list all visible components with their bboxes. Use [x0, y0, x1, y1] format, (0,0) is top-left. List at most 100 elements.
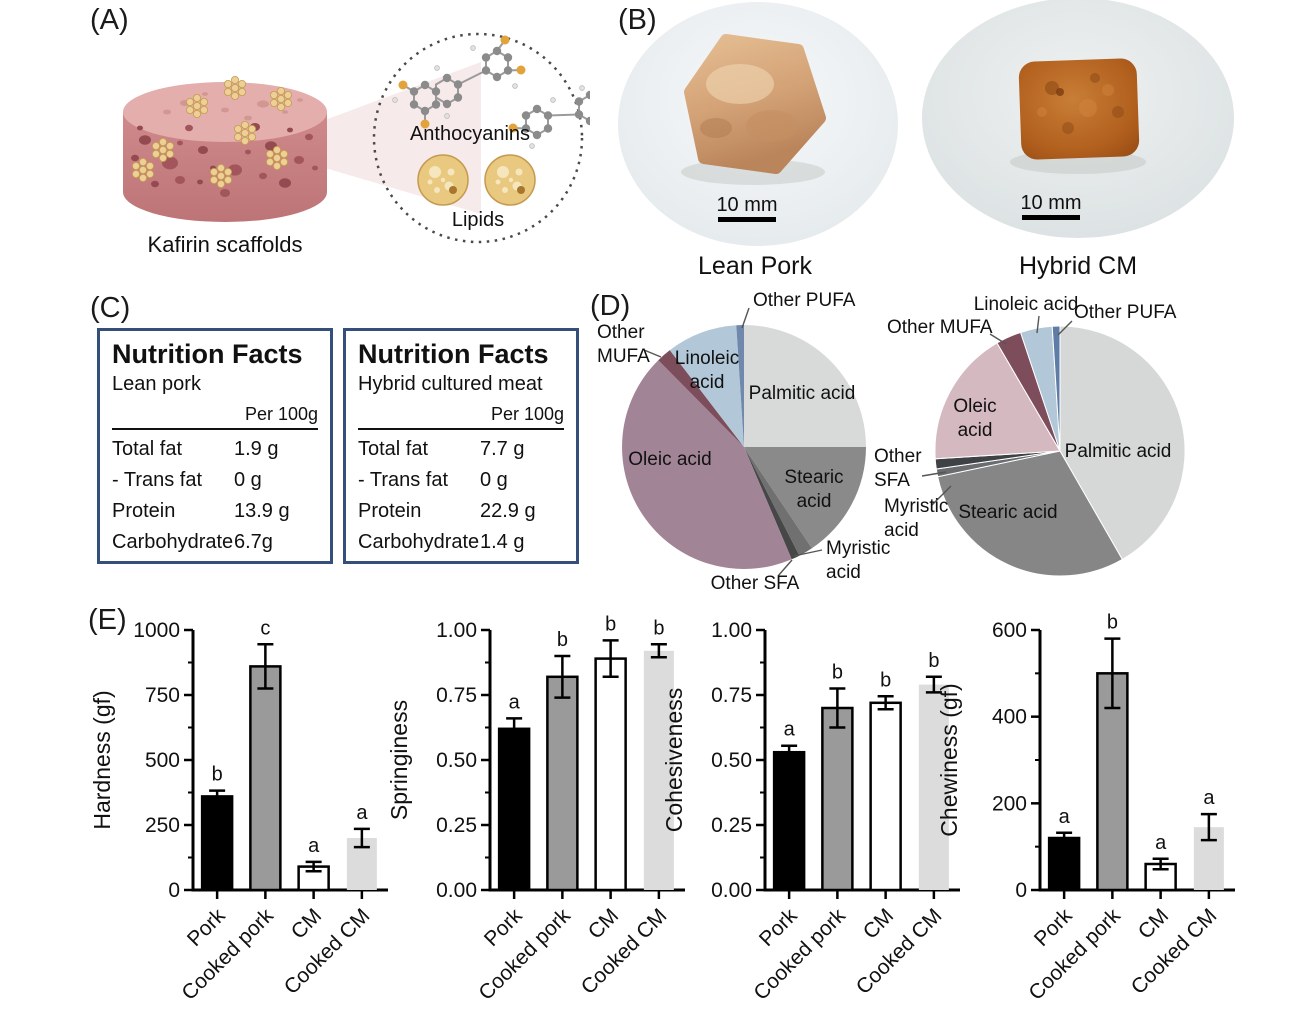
label-leader-line: [1057, 320, 1073, 336]
lipid-granule: [272, 145, 281, 154]
y-axis-label: Cohesiveness: [661, 688, 687, 832]
lipid-granule: [193, 94, 202, 103]
vacuole: [495, 179, 501, 185]
nutrition-row: Total fat 7.7 g: [358, 434, 564, 465]
per-100g-label: Per 100g: [490, 404, 564, 425]
scaffold-pore: [163, 109, 171, 115]
scaffold-pore: [175, 176, 185, 184]
lipid-granule: [139, 157, 148, 166]
row-value: 0 g: [234, 469, 262, 492]
hydrogen-atom: [392, 97, 398, 103]
carbon-atom: [574, 110, 584, 119]
lipid-granule: [240, 121, 249, 130]
pie-slice: [669, 325, 744, 447]
vacuole: [508, 177, 514, 183]
lipid-granule: [216, 163, 225, 172]
lipid-granule: [265, 157, 274, 166]
lipid-granule: [279, 149, 288, 158]
vacuole: [447, 168, 455, 176]
lipid-granule: [200, 106, 209, 115]
lipid-granule: [132, 169, 141, 178]
pie-slice: [937, 450, 1123, 577]
lipid-granule: [240, 136, 249, 145]
vacuole-dark: [517, 186, 525, 194]
pie-chart-right: Palmitic acid Stearic acid Myristic acid Oth…: [866, 286, 1304, 600]
row-label: Carbohydrate: [358, 531, 480, 554]
lipid-droplets: [417, 154, 536, 206]
lipid-granule: [193, 102, 202, 111]
lipid-granule: [216, 179, 225, 188]
pie-slice-label: Other SFA: [874, 446, 922, 491]
lean-pork-photo: 10 mm: [618, 2, 898, 246]
oxygen-atom: [500, 35, 510, 45]
divider: [358, 428, 564, 431]
carbon-atom: [481, 66, 491, 75]
lipid-granule: [216, 171, 225, 180]
x-category-label: Cooked CM: [280, 904, 375, 999]
row-label: Protein: [112, 500, 176, 523]
scaffold-pore: [221, 107, 229, 113]
lipid-granule: [139, 165, 148, 174]
y-tick-label: 250: [145, 814, 180, 837]
scaffold-pore: [177, 140, 183, 146]
bar-cm: [594, 657, 627, 892]
significance-letter: a: [1155, 832, 1167, 854]
x-category-label: CM: [584, 904, 623, 943]
significance-letter: a: [784, 719, 796, 741]
carbon-atom: [532, 104, 542, 114]
lipid-granule: [272, 161, 281, 170]
hybrid-cm-caption: Hybrid CM: [1019, 252, 1137, 280]
kafirin-scaffold-illustration: Anthocyanins Lipids Kafirin scaffolds: [123, 32, 590, 257]
label-leader-line: [777, 559, 793, 577]
significance-letter: c: [260, 617, 270, 639]
pie-slice: [736, 324, 744, 447]
bar-pork: [1047, 836, 1081, 892]
bar-chart-cohesiveness: 0.00 0.25 0.50 0.75 1.00 Cohesiveness a Pork b Co…: [660, 600, 970, 1015]
hydrogen-atom: [579, 85, 585, 91]
x-category-label: CM: [1134, 904, 1173, 943]
lipid-granule: [276, 103, 285, 112]
magnifier-dashed-circle: [372, 32, 584, 244]
x-category-label: Cooked CM: [577, 904, 672, 999]
scaffold-pore: [245, 149, 251, 155]
pie-slice-label: Palmitic acid: [1065, 441, 1172, 462]
y-axis-label: Hardness (gf): [89, 690, 115, 829]
scale-bar-label: 10 mm: [716, 194, 777, 216]
carbon-atom: [492, 72, 502, 82]
pie-chart-left: Palmitic acid Stearic acid Myristic acid Othe…: [588, 288, 968, 600]
row-value: 13.9 g: [234, 500, 290, 523]
lean-pork-caption: Lean Pork: [698, 252, 812, 280]
label-leader-line: [931, 485, 952, 506]
lipid-granule: [152, 141, 161, 150]
bar-cooked-pork: [249, 665, 282, 892]
significance-letter: b: [212, 764, 223, 786]
pie-slice-label: Other MUFA: [597, 322, 650, 367]
carbon-atom: [492, 46, 502, 56]
scaffold-pore: [297, 98, 303, 102]
panel-b-letter: (B): [618, 4, 657, 36]
carbon-atom: [442, 99, 452, 109]
row-value: 7.7 g: [480, 438, 525, 461]
lipid-granule: [139, 173, 148, 182]
lipid-granule: [233, 125, 242, 134]
y-tick-label: 0.00: [711, 879, 752, 902]
scale-bar: [1022, 215, 1080, 220]
lipid-granule: [223, 80, 232, 89]
vacuole: [427, 179, 433, 185]
lipid-granule: [146, 169, 155, 178]
row-label: Total fat: [358, 438, 429, 461]
y-tick-label: 0.75: [711, 684, 752, 707]
pie-slice: [744, 447, 866, 549]
pie-slice-label: Stearic acid: [958, 502, 1057, 523]
scaffold-pore: [220, 189, 230, 197]
scaffold-pore: [198, 146, 208, 154]
row-label: Total fat: [112, 438, 183, 461]
lipid-granule: [269, 99, 278, 108]
x-category-label: Cooked CM: [852, 904, 947, 999]
carbon-atom: [543, 124, 553, 133]
lipid-granule: [186, 106, 195, 115]
lipid-granule: [166, 141, 175, 150]
label-leader-line: [741, 307, 750, 329]
significance-letter: a: [356, 802, 368, 824]
bar-cooked-cm: [918, 684, 949, 890]
